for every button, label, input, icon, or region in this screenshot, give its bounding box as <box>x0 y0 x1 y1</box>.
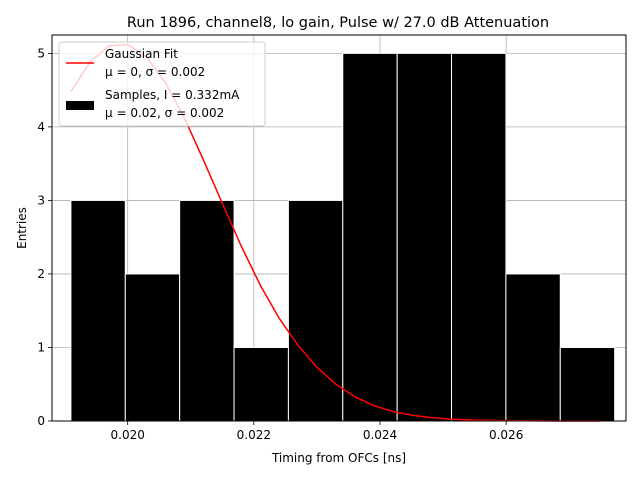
y-tick-label-0: 0 <box>37 414 45 428</box>
legend-samples-params: μ = 0.02, σ = 0.002 <box>105 106 224 120</box>
histogram-bar-3 <box>233 346 289 422</box>
legend-fit-label: Gaussian Fit <box>105 47 178 61</box>
y-axis-label: Entries <box>15 207 29 249</box>
histogram-bar-1 <box>124 273 181 422</box>
x-tick-label-1: 0.022 <box>237 428 271 442</box>
y-tick-label-5: 5 <box>37 46 45 60</box>
histogram-bar-5 <box>342 52 398 422</box>
histogram-bar-9 <box>559 346 616 422</box>
x-tick-label-2: 0.024 <box>363 428 397 442</box>
y-tick-label-3: 3 <box>37 193 45 207</box>
legend-fit-params: μ = 0, σ = 0.002 <box>105 65 205 79</box>
y-tick-label-2: 2 <box>37 267 45 281</box>
histogram-bar-0 <box>70 199 126 422</box>
histogram-bar-2 <box>179 199 235 422</box>
histogram-bars <box>70 52 616 422</box>
y-tick-label-4: 4 <box>37 120 45 134</box>
legend-samples-label: Samples, I = 0.332mA <box>105 88 240 102</box>
histogram-bar-4 <box>287 199 344 422</box>
y-tick-label-1: 1 <box>37 340 45 354</box>
x-tick-label-3: 0.026 <box>489 428 523 442</box>
plot-frame <box>51 34 627 422</box>
y-axis-ticks: 0 1 2 3 4 5 <box>37 46 52 428</box>
histogram-bar-6 <box>396 52 453 422</box>
legend-samples-swatch <box>66 101 94 110</box>
chart-title: Run 1896, channel8, lo gain, Pulse w/ 27… <box>127 15 549 31</box>
histogram-bar-7 <box>451 52 507 422</box>
x-axis-label: Timing from OFCs [ns] <box>271 451 406 465</box>
x-axis-ticks: 0.020 0.022 0.024 0.026 <box>111 421 523 442</box>
legend: Gaussian Fit μ = 0, σ = 0.002 Samples, I… <box>58 41 266 127</box>
histogram-bar-8 <box>505 273 561 422</box>
legend-box <box>58 41 266 127</box>
x-tick-label-0: 0.020 <box>111 428 145 442</box>
